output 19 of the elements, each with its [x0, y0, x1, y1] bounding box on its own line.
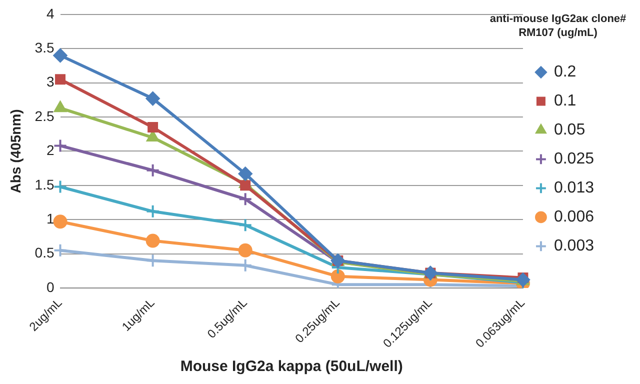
legend-label: 0.025	[554, 150, 594, 168]
legend-label: 0.013	[554, 180, 594, 197]
y-tick-label: 3	[46, 74, 54, 90]
legend-label: 0.003	[554, 238, 594, 255]
y-axis-title: Abs (405nm)	[7, 109, 24, 194]
legend-label: 0.006	[554, 208, 594, 226]
y-tick-label: 3.5	[34, 39, 54, 56]
x-axis-title: Mouse IgG2a kappa (50uL/well)	[180, 358, 403, 376]
y-tick-label: 1.5	[34, 176, 54, 192]
legend-title: anti-mouse IgG2aκ clone# RM107 (ug/mL)	[488, 12, 628, 40]
y-tick-label: 2.5	[34, 108, 54, 124]
legend-label: 0.1	[554, 92, 576, 110]
legend-label: 0.2	[554, 64, 576, 81]
y-tick-label: 0	[46, 278, 54, 295]
legend-label: 0.05	[554, 122, 586, 139]
y-tick-label: 2	[46, 142, 54, 158]
y-tick-label: 4	[46, 5, 54, 22]
y-tick-label: 0.5	[34, 244, 54, 261]
y-tick-label: 1	[46, 210, 54, 226]
